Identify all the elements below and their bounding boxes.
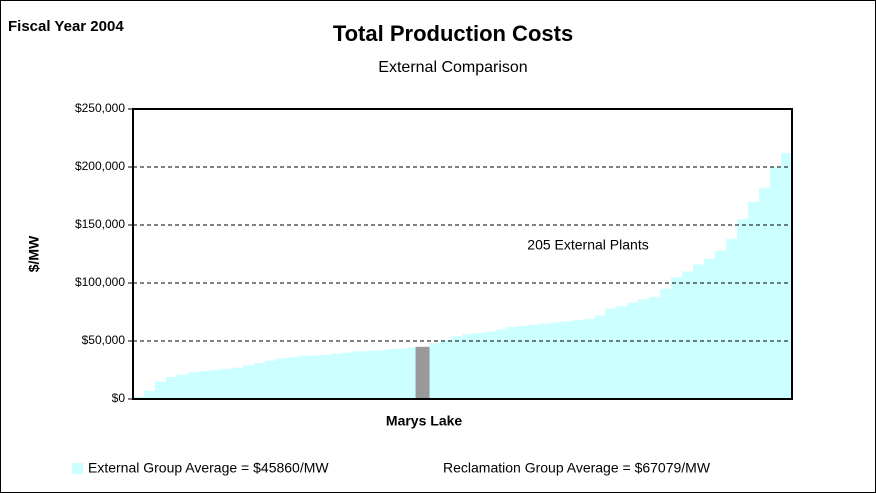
chart-subtitle: External Comparison xyxy=(378,59,527,76)
bar xyxy=(506,327,519,399)
annotation: 205 External Plants xyxy=(527,237,648,253)
bar xyxy=(133,396,145,399)
bar xyxy=(748,201,760,399)
bar xyxy=(165,376,178,399)
fiscal-year: Fiscal Year 2004 xyxy=(8,18,124,35)
bar xyxy=(605,308,617,399)
y-tick-label: $150,000 xyxy=(75,217,125,231)
bar xyxy=(759,187,771,399)
y-tick-label: $0 xyxy=(112,391,126,405)
bar xyxy=(649,296,661,399)
bar xyxy=(385,349,398,399)
bar xyxy=(638,299,650,399)
bar xyxy=(440,339,453,399)
x-tick-label: Marys Lake xyxy=(386,413,462,429)
bar xyxy=(517,325,529,399)
bar xyxy=(770,167,782,399)
bar xyxy=(583,318,595,399)
bar xyxy=(297,356,310,399)
bar xyxy=(693,264,705,399)
bar xyxy=(220,368,233,399)
bar xyxy=(781,153,793,399)
bar xyxy=(396,348,409,399)
bar xyxy=(231,367,244,399)
legend-swatch xyxy=(72,463,83,474)
bar xyxy=(264,360,277,399)
bar xyxy=(374,350,387,399)
y-tick-label: $200,000 xyxy=(75,159,125,173)
bar xyxy=(594,315,606,399)
bar xyxy=(737,219,749,399)
bar xyxy=(429,343,442,399)
bar xyxy=(286,357,299,399)
bar xyxy=(198,371,211,399)
bar xyxy=(671,277,683,399)
bar xyxy=(253,363,266,399)
bar xyxy=(528,324,540,399)
bar xyxy=(242,365,255,399)
bar xyxy=(451,336,464,399)
bar xyxy=(539,323,551,399)
y-tick-label: $50,000 xyxy=(82,333,126,347)
bar xyxy=(363,350,376,399)
bar xyxy=(154,381,167,399)
bar xyxy=(308,355,321,399)
bar xyxy=(495,329,508,399)
legend-label: External Group Average = $45860/MW xyxy=(88,460,329,476)
legend-label: Reclamation Group Average = $67079/MW xyxy=(443,460,711,476)
bar xyxy=(550,322,562,399)
bar xyxy=(726,238,738,399)
bar xyxy=(704,258,716,399)
bar xyxy=(572,320,584,399)
bar xyxy=(275,358,288,399)
chart-title: Total Production Costs xyxy=(333,21,573,46)
bar xyxy=(473,332,486,399)
bar xyxy=(341,352,354,399)
bar xyxy=(319,354,332,399)
bar xyxy=(176,374,189,399)
y-axis-label: $/MW xyxy=(26,235,42,272)
bar xyxy=(660,288,672,399)
bar xyxy=(627,302,639,399)
y-tick-label: $100,000 xyxy=(75,275,125,289)
bar xyxy=(462,334,475,399)
bar xyxy=(682,271,694,399)
bar xyxy=(209,370,222,399)
bar xyxy=(715,250,727,399)
bar xyxy=(484,331,497,399)
bar xyxy=(616,306,628,399)
bar xyxy=(407,347,420,399)
bar xyxy=(143,390,156,399)
y-tick-label: $250,000 xyxy=(75,101,125,115)
highlight-bar xyxy=(415,346,433,399)
bar xyxy=(561,321,573,399)
bar xyxy=(187,372,200,399)
bar xyxy=(330,353,343,399)
plot-frame xyxy=(132,108,793,400)
bar xyxy=(352,351,365,399)
